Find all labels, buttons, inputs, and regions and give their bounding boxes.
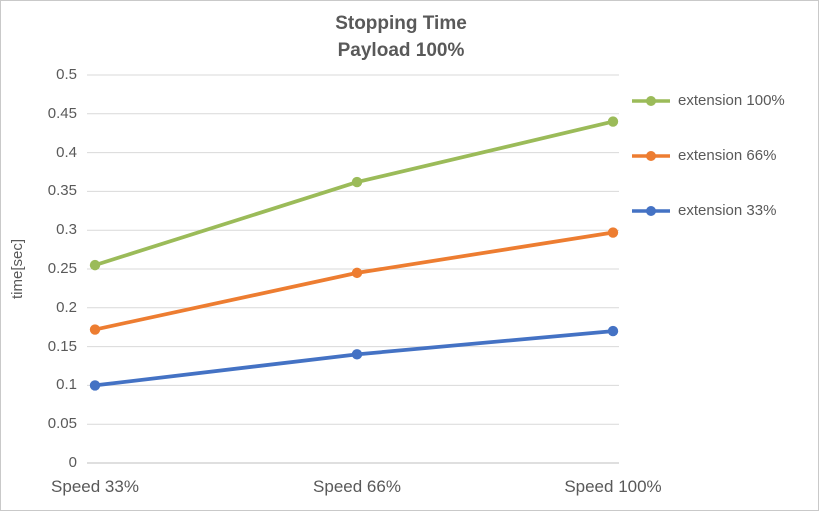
legend-label: extension 100% — [678, 92, 785, 109]
chart-title: Stopping Time Payload 100% — [1, 10, 801, 64]
data-point-extension-33- — [351, 349, 363, 360]
legend-marker-icon — [632, 205, 670, 216]
legend-item-extension-33-: extension 33% — [631, 183, 785, 238]
series-line-extension-66- — [94, 230, 614, 332]
y-tick-label: 0.45 — [47, 104, 77, 122]
legend: extension 100% extension 66% extension 33% — [631, 73, 785, 238]
data-point-extension-66- — [607, 227, 619, 238]
x-category-label: Speed 66% — [313, 477, 401, 496]
y-tick-label: 0.5 — [56, 66, 77, 83]
data-point-extension-100- — [351, 176, 363, 188]
data-point-extension-100- — [89, 259, 101, 271]
data-point-extension-66- — [351, 267, 363, 279]
y-axis-title: time[sec] — [9, 239, 26, 300]
data-point-extension-33- — [607, 325, 619, 337]
data-point-extension-33- — [89, 380, 101, 391]
y-tick-label: 0.4 — [56, 143, 77, 161]
legend-label: extension 66% — [678, 147, 777, 164]
legend-label: extension 33% — [678, 202, 777, 219]
chart-title-line2: Payload 100% — [337, 40, 465, 61]
data-point-extension-66- — [89, 324, 101, 335]
chart-title-line1: Stopping Time — [335, 13, 467, 34]
x-category-label: Speed 33% — [51, 477, 139, 496]
legend-item-extension-100-: extension 100% — [631, 73, 785, 128]
data-point-extension-100- — [607, 116, 619, 127]
y-tick-label: 0 — [68, 454, 77, 471]
legend-marker-icon — [632, 95, 670, 106]
legend-marker-icon — [632, 150, 670, 161]
y-tick-label: 0.1 — [56, 376, 77, 394]
plot-area — [87, 74, 619, 464]
x-category-label: Speed 100% — [564, 477, 662, 496]
legend-item-extension-66-: extension 66% — [631, 128, 785, 183]
y-tick-label: 0.05 — [47, 415, 77, 433]
